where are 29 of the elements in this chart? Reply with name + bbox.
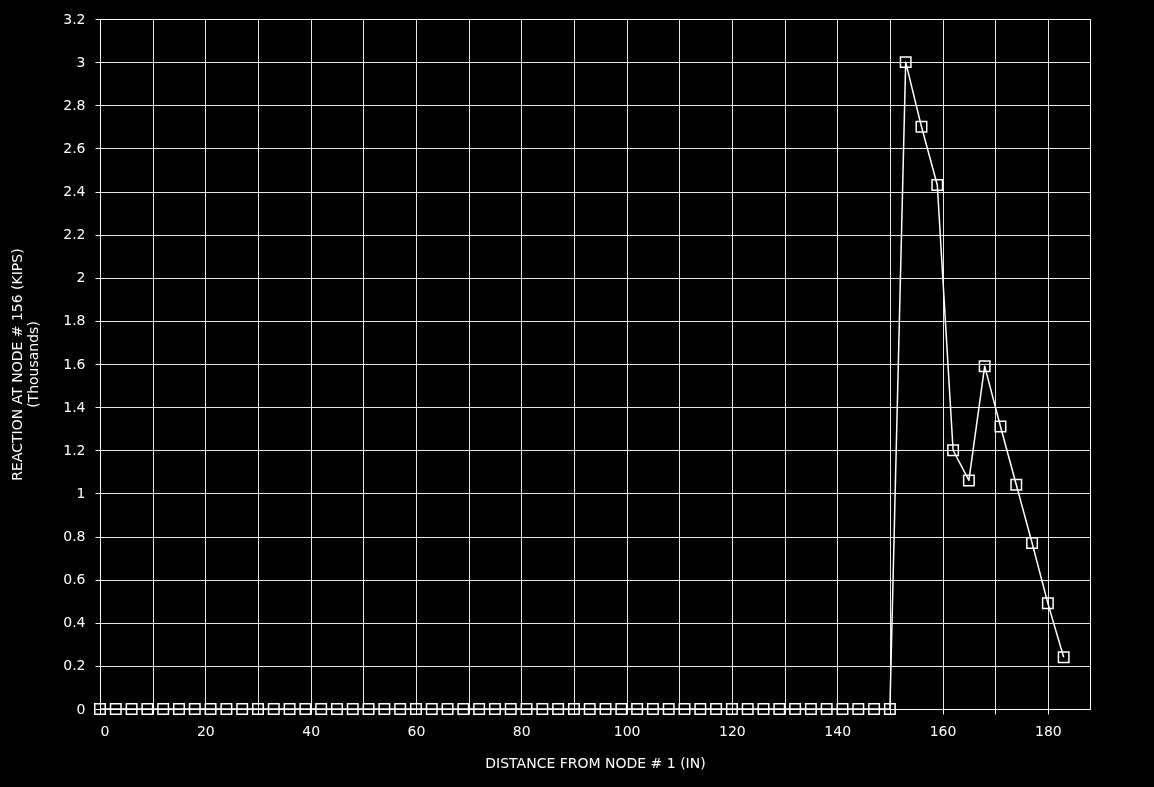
x-tick-label: 80 [512,722,531,739]
y-tick-label: 2.2 [63,226,86,243]
x-tick-label: 60 [407,722,426,739]
y-tick-label: 1 [76,484,86,501]
y-tick-label: 0.4 [63,614,86,631]
y-tick-label: 1.2 [63,441,86,458]
y-tick-label: 0.8 [63,528,86,544]
y-tick-label: 3 [76,53,86,70]
y-axis-title: REACTION AT NODE # 156 (KIPS) (Thousands) [9,248,42,481]
x-tick-label: 0 [100,722,110,739]
y-tick-label: 0 [76,700,86,717]
x-axis-title: DISTANCE FROM NODE # 1 (IN) [485,754,706,771]
x-tick-label: 180 [1035,722,1062,739]
y-tick-label: 0.2 [63,657,86,674]
x-tick-label: 20 [196,722,215,739]
y-tick-label: 2.8 [63,96,86,113]
x-tick-label: 120 [719,722,746,739]
x-tick-label: 100 [613,722,641,739]
x-tick-label: 140 [824,722,852,739]
y-tick-label: 1.8 [63,312,86,329]
y-tick-label: 3.2 [63,10,86,27]
y-tick-label: 0.6 [63,571,86,588]
x-tick-label: 40 [302,722,321,739]
y-tick-label: 1.6 [63,355,86,372]
y-tick-label: 2.4 [63,183,86,199]
y-tick-label: 1.4 [63,398,86,415]
x-tick-label: 160 [929,722,957,739]
y-tick-label: 2 [76,269,86,286]
y-tick-label: 2.6 [63,139,86,156]
